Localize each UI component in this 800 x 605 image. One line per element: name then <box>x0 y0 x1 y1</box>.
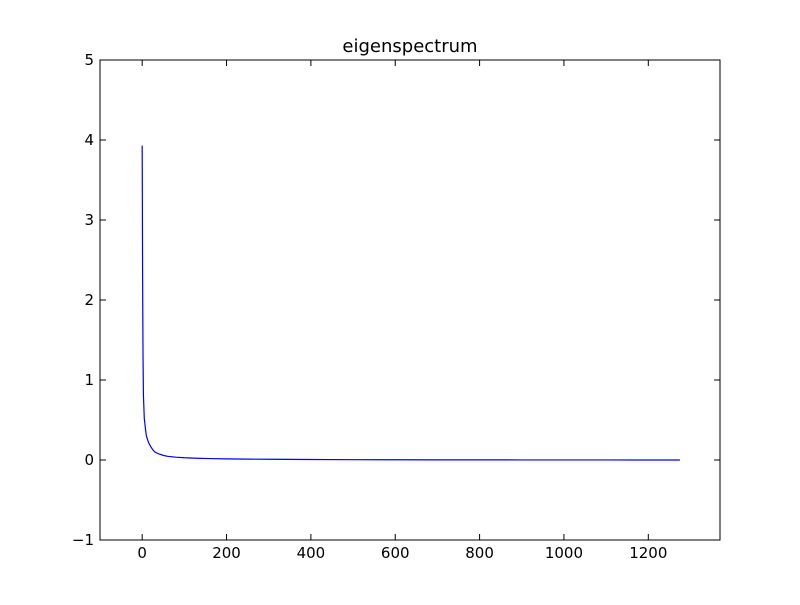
x-tick-label: 400 <box>297 544 326 562</box>
tick-labels-group: 0 200 400 600 800 1000 1200 −1 0 1 2 3 4 5 <box>72 51 668 562</box>
y-tick-label: 5 <box>84 51 94 69</box>
chart-title: eigenspectrum <box>342 36 477 57</box>
y-tick-label: 1 <box>84 371 94 389</box>
y-tick-label: 0 <box>84 451 94 469</box>
x-tick-label: 600 <box>381 544 410 562</box>
plot-area <box>100 60 720 540</box>
x-tick-label: 800 <box>465 544 494 562</box>
y-tick-label: 2 <box>84 291 94 309</box>
x-tick-label: 0 <box>137 544 147 562</box>
y-tick-label: −1 <box>72 531 94 549</box>
series-line <box>141 145 680 461</box>
x-tick-label: 1000 <box>545 544 583 562</box>
plot-frame <box>99 59 721 541</box>
ticks-group <box>100 59 720 541</box>
y-tick-label: 4 <box>84 131 94 149</box>
y-tick-label: 3 <box>84 211 94 229</box>
x-tick-label: 200 <box>212 544 241 562</box>
x-tick-label: 1200 <box>629 544 667 562</box>
